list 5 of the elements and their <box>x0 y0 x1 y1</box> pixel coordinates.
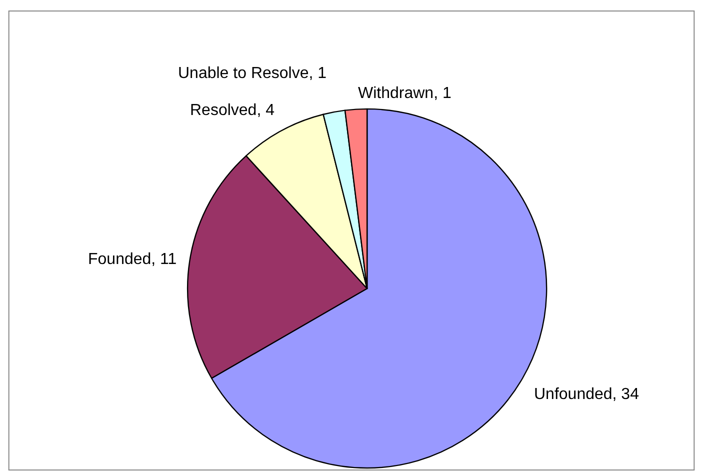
slice-label: Resolved, 4 <box>190 102 275 119</box>
slice-label: Unable to Resolve, 1 <box>178 65 327 82</box>
slice-label: Withdrawn, 1 <box>358 85 452 102</box>
slice-label: Unfounded, 34 <box>534 386 640 403</box>
slice-label: Founded, 11 <box>88 251 177 268</box>
